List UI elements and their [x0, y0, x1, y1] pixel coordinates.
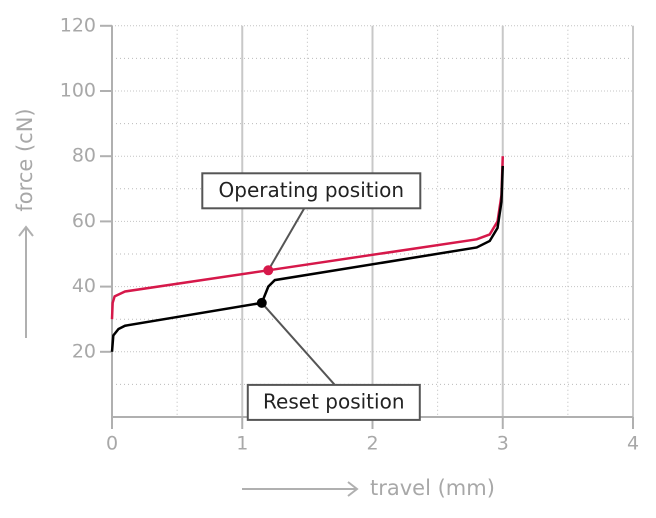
- y-tick-label: 120: [60, 14, 96, 36]
- x-axis-label: travel (mm): [370, 476, 495, 500]
- x-tick-label: 3: [497, 433, 509, 455]
- y-axis-label: force (cN): [13, 108, 37, 211]
- leader-line: [267, 207, 306, 271]
- x-tick-label: 1: [236, 433, 248, 455]
- x-tick-label: 2: [366, 433, 378, 455]
- leader-line: [261, 302, 336, 386]
- series-line: [110, 165, 504, 352]
- annotation-label: Operating position: [219, 178, 405, 202]
- annotation-box: [201, 172, 422, 210]
- x-tick-label: 4: [627, 433, 639, 455]
- x-tick-label: 0: [106, 433, 118, 455]
- y-tick-label: 20: [72, 340, 96, 362]
- y-tick-label: 60: [72, 210, 96, 232]
- y-axis-arrow: [18, 225, 34, 338]
- x-axis-arrow: [242, 481, 359, 497]
- y-tick-label: 40: [72, 275, 96, 297]
- annotation-point: [263, 265, 274, 276]
- annotation-label: Reset position: [263, 389, 404, 413]
- annotation-box: [246, 383, 421, 421]
- y-tick-label: 80: [72, 145, 96, 167]
- y-tick-label: 100: [60, 80, 96, 102]
- annotation-point: [256, 297, 267, 308]
